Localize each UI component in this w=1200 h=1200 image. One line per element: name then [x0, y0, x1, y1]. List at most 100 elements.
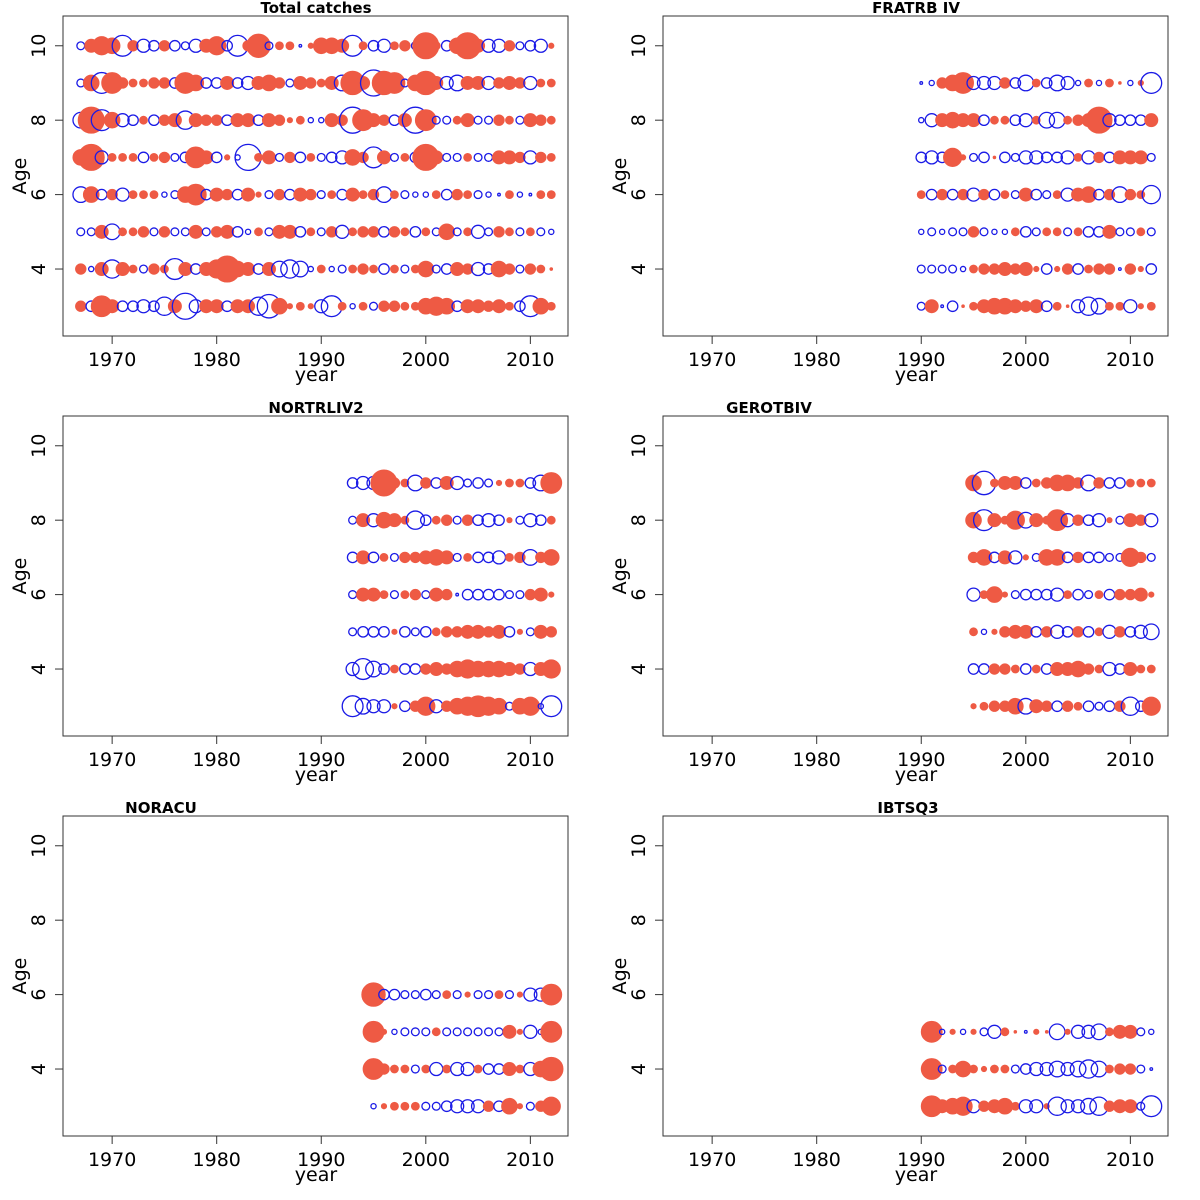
- positive-residual-bubble: [540, 472, 563, 494]
- negative-residual-bubble: [1125, 227, 1135, 237]
- negative-residual-bubble: [1019, 663, 1032, 675]
- negative-residual-bubble: [528, 192, 533, 197]
- positive-residual-bubble: [399, 551, 411, 564]
- negative-residual-bubble: [348, 590, 358, 600]
- positive-residual-bubble: [148, 263, 160, 275]
- negative-residual-bubble: [515, 264, 525, 274]
- negative-residual-bubble: [115, 113, 130, 128]
- negative-residual-bubble: [410, 627, 420, 637]
- positive-residual-bubble: [514, 77, 526, 89]
- positive-residual-bubble: [463, 227, 473, 237]
- negative-residual-bubble: [1142, 623, 1160, 641]
- positive-residual-bubble: [969, 301, 978, 311]
- panel-6: 1970 1980 1990 2000 2010 4 6 8 10 year Age IBTSQ3: [609, 799, 1169, 1186]
- negative-residual-bubble: [1047, 1096, 1067, 1116]
- positive-residual-bubble: [356, 75, 371, 90]
- negative-residual-bubble: [473, 190, 483, 200]
- negative-residual-bubble: [442, 152, 452, 162]
- positive-residual-bubble: [961, 304, 965, 309]
- x-tick-label: 2000: [402, 349, 450, 371]
- negative-residual-bubble: [291, 260, 309, 278]
- positive-residual-bubble: [952, 72, 974, 94]
- x-tick-label: 2010: [1106, 749, 1154, 771]
- negative-residual-bubble: [389, 552, 399, 562]
- negative-residual-bubble: [452, 990, 462, 1000]
- positive-residual-bubble: [546, 515, 556, 525]
- positive-residual-bubble: [501, 1097, 518, 1115]
- positive-residual-bubble: [286, 117, 293, 124]
- negative-residual-bubble: [473, 990, 483, 1000]
- positive-residual-bubble: [1125, 478, 1135, 488]
- positive-residual-bubble: [1031, 478, 1041, 488]
- positive-residual-bubble: [220, 75, 235, 90]
- negative-residual-bubble: [937, 264, 947, 274]
- positive-residual-bubble: [996, 1097, 1014, 1115]
- positive-residual-bubble: [361, 982, 386, 1007]
- negative-residual-bubble: [523, 513, 538, 528]
- positive-residual-bubble: [376, 150, 391, 165]
- negative-residual-bubble: [1146, 152, 1156, 162]
- x-tick-label: 1980: [193, 1149, 241, 1171]
- y-tick-label: 8: [28, 514, 50, 526]
- positive-residual-bubble: [1123, 1099, 1138, 1114]
- negative-residual-bubble: [959, 265, 967, 273]
- positive-residual-bubble: [379, 552, 389, 562]
- negative-residual-bubble: [946, 188, 959, 201]
- negative-residual-bubble: [421, 1101, 431, 1111]
- plot-frame: [62, 415, 569, 737]
- positive-residual-bubble: [327, 190, 337, 200]
- negative-residual-bubble: [349, 302, 356, 310]
- negative-residual-bubble: [1081, 1024, 1096, 1039]
- plot-frame: [662, 15, 1169, 337]
- positive-residual-bubble: [1135, 514, 1147, 526]
- positive-residual-bubble: [548, 591, 555, 598]
- negative-residual-bubble: [367, 625, 380, 638]
- y-tick-label: 8: [628, 114, 650, 126]
- negative-residual-bubble: [966, 187, 981, 202]
- y-axis-label: Age: [609, 958, 631, 995]
- positive-residual-bubble: [546, 152, 556, 162]
- negative-residual-bubble: [1146, 552, 1156, 562]
- positive-residual-bubble: [1042, 227, 1052, 237]
- positive-residual-bubble: [431, 41, 441, 51]
- negative-residual-bubble: [534, 514, 547, 527]
- positive-residual-bubble: [188, 113, 203, 128]
- negative-residual-bubble: [136, 299, 151, 314]
- negative-residual-bubble: [515, 115, 525, 125]
- negative-residual-bubble: [472, 477, 484, 489]
- y-tick-label: 6: [628, 589, 650, 601]
- positive-residual-bubble: [535, 151, 547, 164]
- positive-residual-bubble: [482, 1100, 495, 1112]
- negative-residual-bubble: [1040, 588, 1053, 601]
- x-axis-label: year: [895, 764, 938, 786]
- negative-residual-bubble: [504, 990, 514, 1000]
- negative-residual-bubble: [1094, 701, 1104, 711]
- positive-residual-bubble: [1093, 477, 1105, 489]
- positive-residual-bubble: [316, 78, 326, 88]
- panel-title: Total catches: [260, 0, 371, 17]
- positive-residual-bubble: [546, 190, 556, 200]
- x-tick-label: 1990: [297, 1149, 345, 1171]
- positive-residual-bubble: [441, 626, 453, 638]
- positive-residual-bubble: [1000, 115, 1010, 125]
- positive-residual-bubble: [357, 226, 369, 238]
- positive-residual-bubble: [969, 264, 978, 274]
- y-tick-label: 8: [628, 514, 650, 526]
- negative-residual-bubble: [365, 660, 382, 678]
- positive-residual-bubble: [378, 114, 390, 126]
- negative-residual-bubble: [280, 259, 300, 279]
- negative-residual-bubble: [1050, 624, 1065, 639]
- positive-residual-bubble: [139, 78, 148, 88]
- positive-residual-bubble: [221, 188, 233, 201]
- positive-residual-bubble: [535, 114, 547, 126]
- negative-residual-bubble: [248, 296, 269, 316]
- negative-residual-bubble: [264, 227, 274, 237]
- negative-residual-bubble: [370, 1102, 377, 1110]
- positive-residual-bubble: [167, 113, 182, 128]
- positive-residual-bubble: [358, 190, 368, 200]
- negative-residual-bubble: [1001, 228, 1009, 236]
- y-axis-label: Age: [609, 158, 631, 195]
- negative-residual-bubble: [461, 588, 474, 601]
- positive-residual-bubble: [400, 227, 410, 237]
- positive-residual-bubble: [969, 1064, 978, 1074]
